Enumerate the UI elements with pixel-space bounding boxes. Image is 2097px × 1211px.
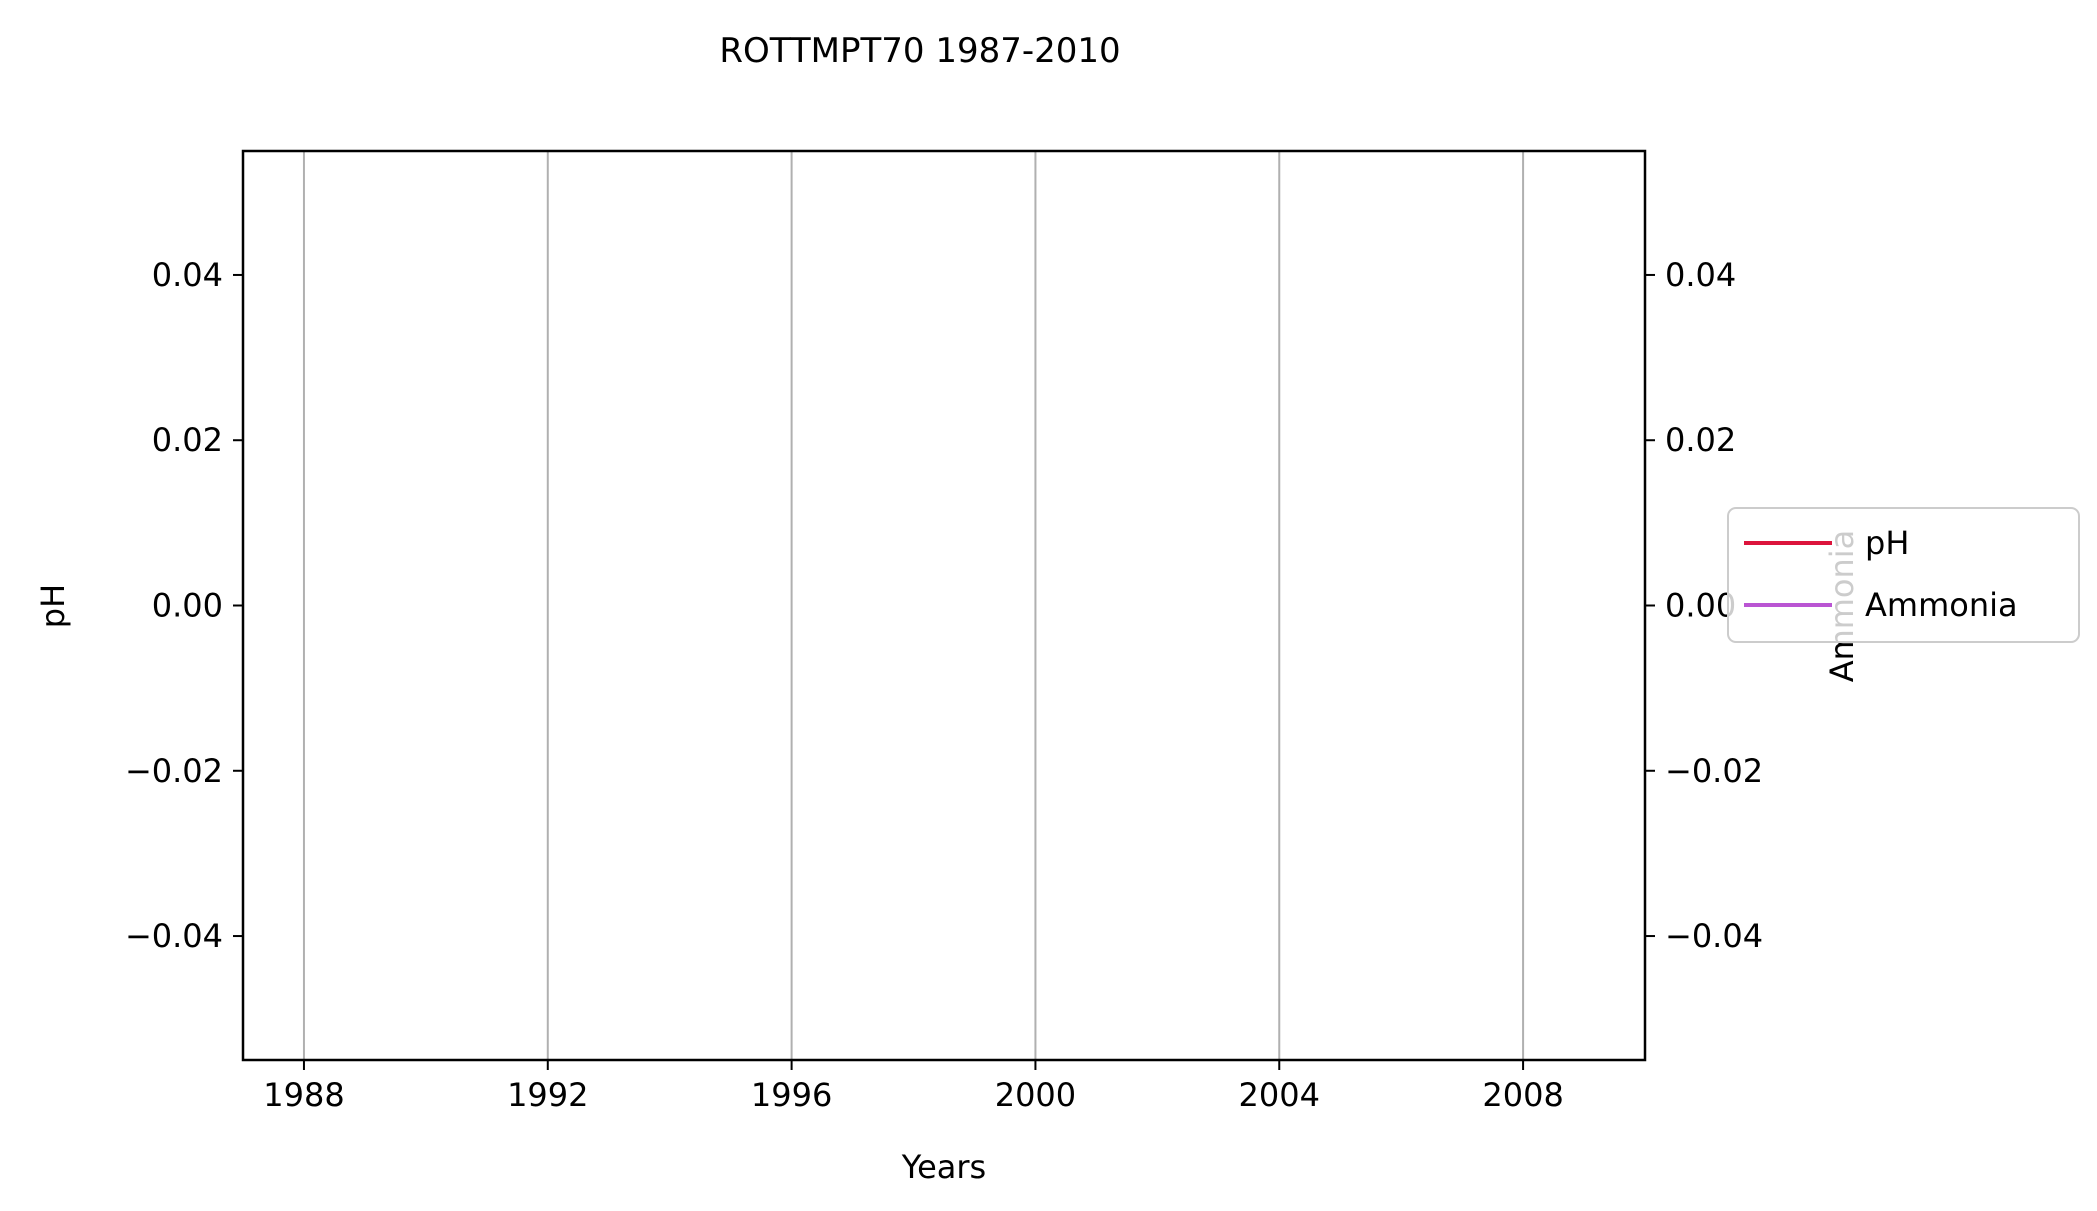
x-tick-label: 1992 [507,1076,588,1114]
y-tick-label-left: 0.04 [152,256,223,294]
y-tick-label-right: 0.02 [1665,421,1736,459]
x-gridlines [302,151,1525,1060]
x-tick-label: 2008 [1482,1076,1563,1114]
legend-label-ammonia: Ammonia [1865,586,2018,624]
y-axis-left: 0.04 0.02 0.00 −0.02 −0.04 [125,256,243,955]
x-tick-label: 1996 [751,1076,832,1114]
y-axis-label-left: pH [34,584,72,628]
y-tick-label-left: −0.04 [125,917,223,955]
x-tick-label: 2000 [995,1076,1076,1114]
legend-label-ph: pH [1865,524,1909,562]
y-axis-right: 0.04 0.02 0.00 −0.02 −0.04 [1645,256,1763,955]
y-tick-label-left: 0.02 [152,421,223,459]
y-tick-label-right: −0.04 [1665,917,1763,955]
y-tick-label-right: 0.00 [1665,587,1736,625]
x-axis: 1988 1992 1996 2000 2004 2008 [263,1060,1564,1114]
y-tick-label-left: 0.00 [152,587,223,625]
x-tick-label: 1988 [263,1076,344,1114]
y-tick-label-left: −0.02 [125,752,223,790]
y-tick-label-right: −0.02 [1665,752,1763,790]
y-tick-label-right: 0.04 [1665,256,1736,294]
x-tick-label: 2004 [1239,1076,1320,1114]
legend: pH Ammonia [1727,507,2080,643]
legend-items: pH Ammonia [1744,524,2018,624]
x-axis-label: Years [901,1148,986,1186]
chart-title: ROTTMPT70 1987-2010 [719,31,1120,71]
